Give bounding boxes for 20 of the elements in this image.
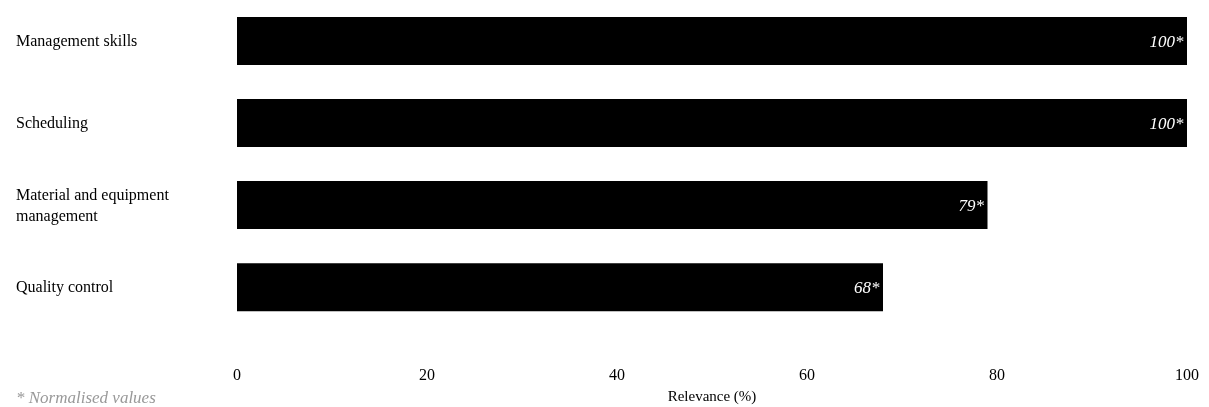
bar bbox=[237, 17, 1187, 66]
data-label: 100* bbox=[1149, 31, 1184, 51]
bar bbox=[237, 99, 1187, 148]
data-label: 68* bbox=[854, 277, 880, 297]
y-tick-label: Material and equipment management bbox=[16, 186, 170, 225]
x-tick-label: 0 bbox=[233, 366, 241, 383]
y-tick-label: Quality control bbox=[16, 278, 114, 296]
y-tick-label: Management skills bbox=[16, 32, 138, 50]
x-tick-label: 40 bbox=[609, 366, 625, 383]
x-tick-label: 80 bbox=[989, 366, 1005, 383]
bar bbox=[237, 181, 988, 230]
data-label: 100* bbox=[1149, 113, 1184, 133]
x-tick-label: 100 bbox=[1175, 366, 1199, 383]
data-label: 79* bbox=[958, 195, 985, 215]
x-axis-title: Relevance (%) bbox=[667, 388, 757, 405]
x-tick-label: 20 bbox=[419, 366, 435, 383]
x-tick-label: 60 bbox=[799, 366, 815, 383]
bar bbox=[237, 263, 883, 312]
y-tick-label: Scheduling bbox=[16, 114, 88, 132]
text: * Normalised values bbox=[16, 388, 157, 407]
